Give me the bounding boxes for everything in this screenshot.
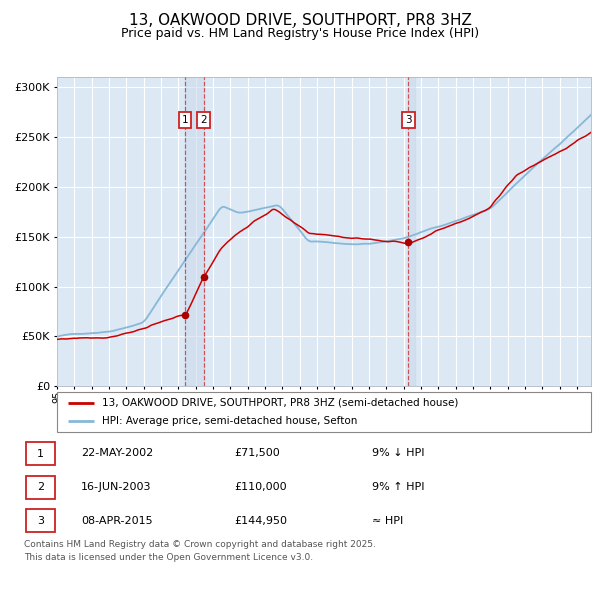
Text: 3: 3	[37, 516, 44, 526]
Text: ≈ HPI: ≈ HPI	[372, 516, 403, 526]
Text: 2: 2	[37, 482, 44, 492]
Bar	[409, 77, 415, 386]
Text: 08-APR-2015: 08-APR-2015	[81, 516, 152, 526]
Text: £71,500: £71,500	[234, 448, 280, 458]
Text: 3: 3	[405, 115, 412, 125]
Text: Contains HM Land Registry data © Crown copyright and database right 2025.: Contains HM Land Registry data © Crown c…	[24, 540, 376, 549]
Text: 1: 1	[37, 448, 44, 458]
Text: Price paid vs. HM Land Registry's House Price Index (HPI): Price paid vs. HM Land Registry's House …	[121, 27, 479, 40]
Text: 13, OAKWOOD DRIVE, SOUTHPORT, PR8 3HZ (semi-detached house): 13, OAKWOOD DRIVE, SOUTHPORT, PR8 3HZ (s…	[103, 398, 459, 408]
Text: 2: 2	[200, 115, 207, 125]
Text: 13, OAKWOOD DRIVE, SOUTHPORT, PR8 3HZ: 13, OAKWOOD DRIVE, SOUTHPORT, PR8 3HZ	[128, 13, 472, 28]
FancyBboxPatch shape	[57, 392, 591, 432]
Text: £110,000: £110,000	[234, 482, 287, 492]
FancyBboxPatch shape	[26, 510, 55, 532]
Text: £144,950: £144,950	[234, 516, 287, 526]
Text: 9% ↓ HPI: 9% ↓ HPI	[372, 448, 425, 458]
FancyBboxPatch shape	[26, 442, 55, 465]
Text: This data is licensed under the Open Government Licence v3.0.: This data is licensed under the Open Gov…	[24, 553, 313, 562]
Text: HPI: Average price, semi-detached house, Sefton: HPI: Average price, semi-detached house,…	[103, 416, 358, 426]
Bar	[185, 77, 203, 386]
Text: 1: 1	[182, 115, 188, 125]
Text: 16-JUN-2003: 16-JUN-2003	[81, 482, 151, 492]
Text: 22-MAY-2002: 22-MAY-2002	[81, 448, 153, 458]
Text: 9% ↑ HPI: 9% ↑ HPI	[372, 482, 425, 492]
FancyBboxPatch shape	[26, 476, 55, 499]
